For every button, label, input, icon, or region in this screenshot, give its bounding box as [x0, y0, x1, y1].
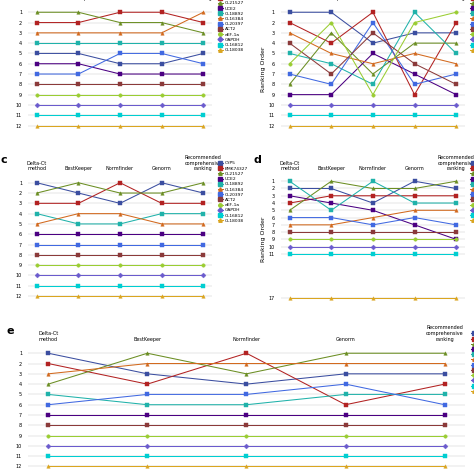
Legend: CYP5, BMK74327, CL21527, UCE2, CL18892, CL16384, CL20397, ACT2, eEF-1a, GAPDH, C: CYP5, BMK74327, CL21527, UCE2, CL18892, … [471, 332, 474, 393]
Legend: CYP5, BMK74327, CL21527, UCE2, CL18892, CL16384, CL20397, ACT2, eEF-1a, GAPDH, C: CYP5, BMK74327, CL21527, UCE2, CL18892, … [470, 161, 474, 223]
Text: e: e [7, 326, 14, 336]
Legend: CYP5, BMK74327, CL21527, UCE2, CL18892, CL16384, CL20397, ACT2, eEF-1a, GAPDH, C: CYP5, BMK74327, CL21527, UCE2, CL18892, … [218, 0, 248, 52]
Y-axis label: Ranking Order: Ranking Order [261, 217, 266, 262]
Y-axis label: Ranking Order: Ranking Order [261, 46, 266, 91]
Text: d: d [254, 155, 262, 165]
Legend: CYP5, BMK74327, CL21527, UCE2, CL18892, CL16384, CL20397, ACT2, eEF-1a, GAPDH, C: CYP5, BMK74327, CL21527, UCE2, CL18892, … [470, 0, 474, 52]
Text: c: c [1, 155, 8, 165]
Legend: CYP5, BMK74327, CL21527, UCE2, CL18892, CL16384, CL20397, ACT2, eEF-1a, GAPDH, C: CYP5, BMK74327, CL21527, UCE2, CL18892, … [218, 161, 248, 223]
